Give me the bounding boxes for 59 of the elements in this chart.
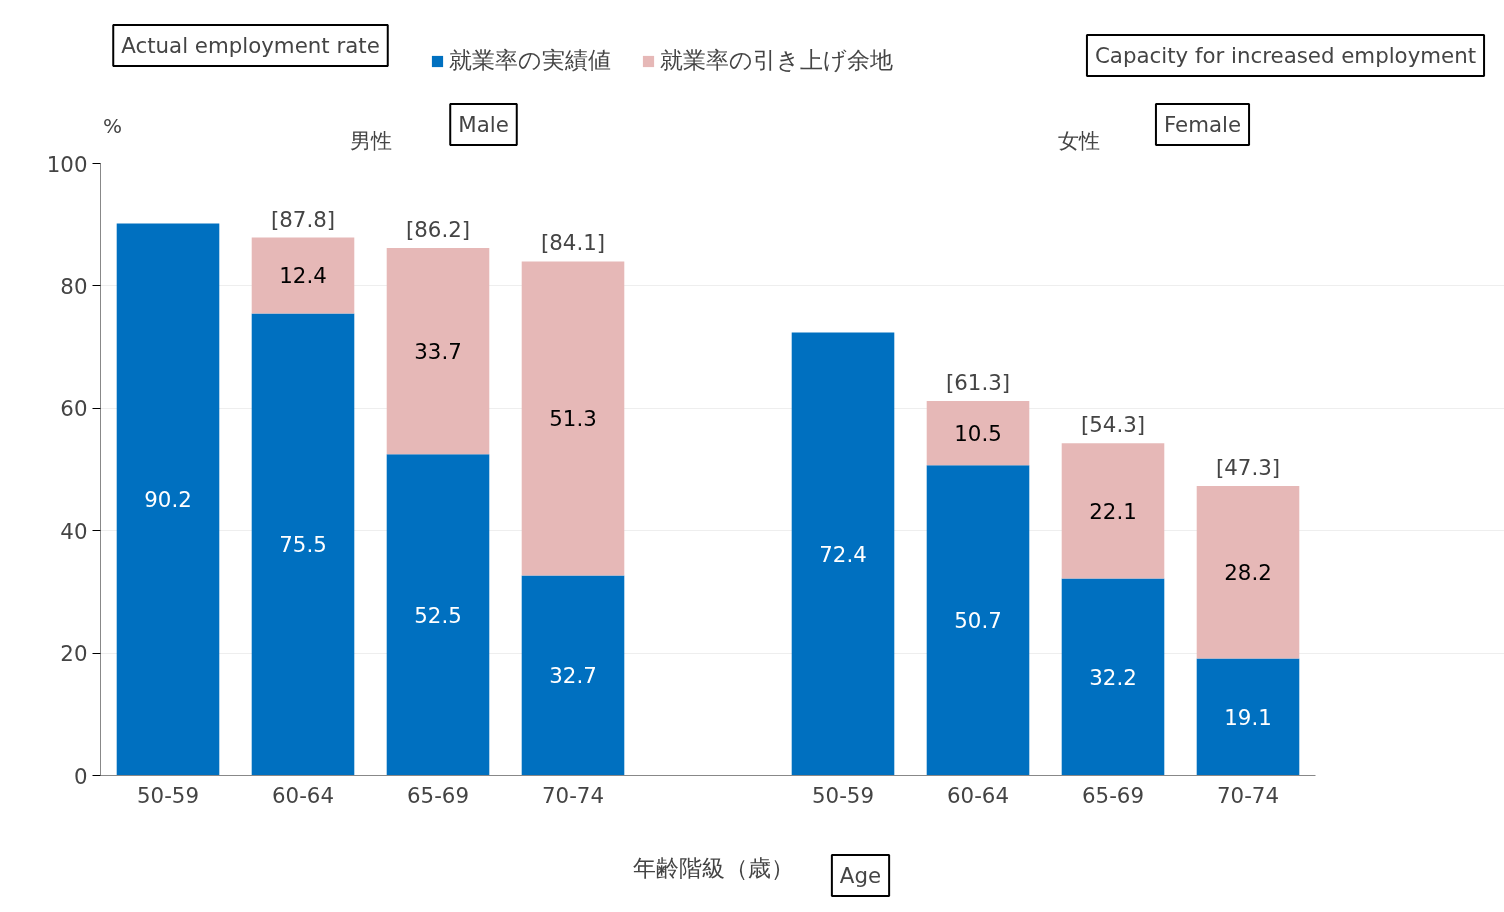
- bar: [1061, 578, 1165, 776]
- bar: [1061, 443, 1165, 579]
- bar: [386, 247, 490, 455]
- total-label: [47.3]: [1215, 455, 1281, 481]
- bar: [251, 313, 355, 776]
- data-label: 51.3: [549, 406, 597, 432]
- y-tick-label: 60: [60, 396, 88, 422]
- bar: [521, 261, 625, 576]
- x-tick-label: 50-59: [812, 782, 874, 808]
- x-tick-label: 70-74: [542, 782, 604, 808]
- data-label: 72.4: [819, 541, 867, 567]
- text: Actual employment rate: [121, 33, 380, 58]
- text: Capacity for increased employment: [1094, 43, 1477, 68]
- x-tick-label: 60-64: [272, 782, 334, 808]
- y-tick-label: 0: [73, 763, 88, 789]
- legend-label: 就業率の引き上げ余地: [660, 46, 893, 75]
- y-tick-label: 20: [60, 641, 88, 667]
- legend-label: 就業率の実績値: [449, 46, 611, 75]
- x-tick-label: 50-59: [137, 782, 199, 808]
- y-tick-label: 80: [60, 273, 88, 299]
- data-label: 28.2: [1224, 560, 1272, 586]
- x-tick-label: 65-69: [1082, 782, 1144, 808]
- bar: [386, 454, 490, 776]
- text: 女性: [1057, 128, 1100, 153]
- x-tick-label: 65-69: [407, 782, 469, 808]
- bar: [116, 223, 220, 776]
- x-tick-label: 60-64: [947, 782, 1009, 808]
- bar: [791, 332, 895, 776]
- total-label: [87.8]: [270, 206, 336, 232]
- text: Male: [458, 112, 509, 137]
- y-tick-label: 40: [60, 518, 88, 544]
- bar: [926, 465, 1030, 776]
- bar: [251, 237, 355, 314]
- data-label: 10.5: [954, 421, 1002, 447]
- text: 男性: [349, 128, 392, 153]
- data-label: 50.7: [954, 608, 1002, 634]
- total-label: [84.1]: [540, 230, 606, 256]
- x-tick-label: 70-74: [1217, 782, 1279, 808]
- data-label: 22.1: [1089, 498, 1137, 524]
- total-label: [61.3]: [945, 369, 1011, 395]
- data-label: 19.1: [1224, 705, 1272, 731]
- bar: [521, 575, 625, 776]
- total-label: [54.3]: [1080, 412, 1146, 438]
- data-label: 12.4: [279, 263, 327, 289]
- y-tick-label: 100: [46, 151, 88, 177]
- bar: [1196, 658, 1300, 776]
- data-label: 75.5: [279, 532, 327, 558]
- data-label: 90.2: [144, 487, 192, 513]
- data-label: 33.7: [414, 339, 462, 365]
- data-label: 52.5: [414, 602, 462, 628]
- data-label: 32.2: [1089, 664, 1137, 690]
- text: Female: [1163, 112, 1242, 137]
- bar: [1196, 486, 1300, 659]
- bar: [926, 400, 1030, 466]
- total-label: [86.2]: [405, 216, 471, 242]
- x-axis-title: 年齢階級（歳）: [633, 854, 794, 881]
- data-label: 32.7: [549, 663, 597, 689]
- y-axis-title: %: [103, 113, 123, 138]
- text: Age: [839, 863, 882, 888]
